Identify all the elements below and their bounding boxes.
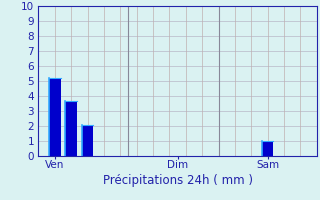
Bar [262, 141, 273, 156]
Bar [49, 78, 60, 156]
Bar [65, 100, 77, 156]
X-axis label: Précipitations 24h ( mm ): Précipitations 24h ( mm ) [103, 174, 252, 187]
Bar [82, 124, 93, 156]
